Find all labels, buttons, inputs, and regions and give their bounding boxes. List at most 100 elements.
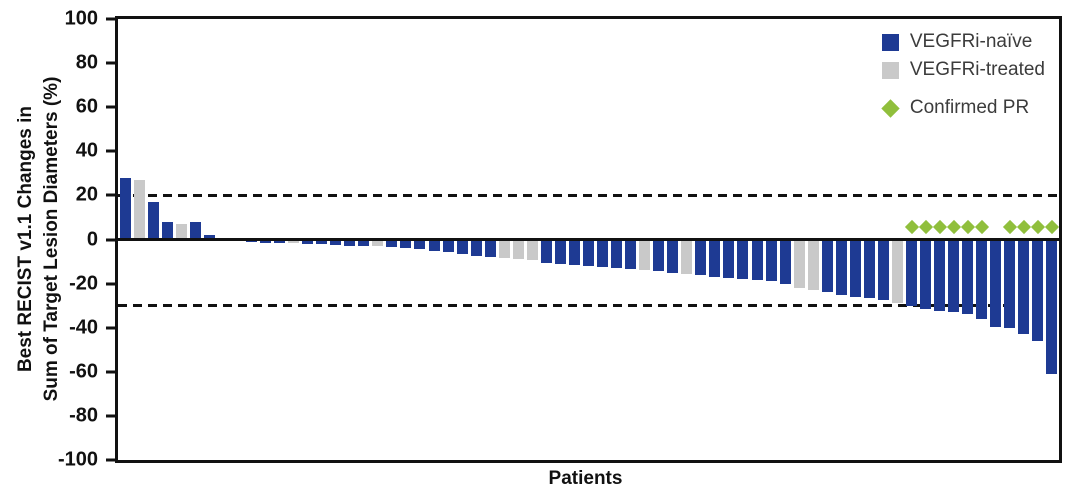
y-tick-mark — [106, 370, 115, 374]
y-tick-mark — [106, 414, 115, 418]
patient-bar-vegfri-naive — [358, 239, 370, 247]
patient-bar-vegfri-naive — [442, 239, 454, 252]
y-tick-mark — [106, 238, 115, 241]
patient-bar-vegfri-naive — [962, 239, 974, 315]
confirmed-pr-icon — [1016, 219, 1031, 234]
legend-label: VEGFRi-naïve — [909, 31, 1033, 52]
patient-bar-vegfri-naive — [723, 239, 735, 279]
patient-bar-vegfri-naive — [330, 239, 342, 245]
zero-baseline — [118, 238, 1059, 241]
y-tick-label: 20 — [75, 183, 98, 206]
patient-bar-vegfri-naive — [428, 239, 440, 251]
patient-bar-vegfri-naive — [203, 235, 215, 240]
confirmed-pr-icon — [1030, 219, 1045, 234]
patient-bar-vegfri-naive — [344, 239, 356, 247]
patient-bar-vegfri-naive — [1032, 239, 1044, 341]
confirmed-pr-icon — [946, 219, 961, 234]
patient-bar-vegfri-naive — [990, 239, 1002, 327]
confirmed-pr-icon — [1044, 219, 1060, 234]
legend-row-treated: VEGFRi-treated — [881, 59, 1045, 81]
y-tick-mark — [106, 17, 115, 21]
patient-bar-vegfri-treated — [891, 239, 903, 304]
patient-bar-vegfri-naive — [849, 239, 861, 297]
patient-bar-vegfri-naive — [751, 239, 763, 281]
y-tick-label: -80 — [69, 404, 98, 427]
y-tick-label: 100 — [64, 7, 98, 30]
patient-bar-vegfri-naive — [667, 239, 679, 273]
patient-bar-vegfri-treated — [681, 239, 693, 274]
confirmed-pr-icon — [904, 219, 919, 234]
patient-bar-vegfri-naive — [877, 239, 889, 301]
y-tick-mark — [106, 149, 115, 153]
y-tick-mark — [106, 282, 115, 286]
patient-bar-vegfri-naive — [709, 239, 721, 277]
reference-line--30 — [118, 304, 1059, 308]
patient-bar-vegfri-naive — [568, 239, 580, 265]
patient-bar-vegfri-naive — [948, 239, 960, 313]
patient-bar-vegfri-naive — [259, 239, 271, 243]
square-swatch-icon — [881, 33, 899, 51]
y-tick-label: 0 — [86, 228, 98, 250]
patient-bar-vegfri-treated — [288, 239, 300, 243]
patient-bar-vegfri-naive — [386, 239, 398, 248]
patient-bar-vegfri-naive — [737, 239, 749, 280]
y-tick-label: -60 — [69, 360, 98, 383]
patient-bar-vegfri-naive — [470, 239, 482, 257]
patient-bar-vegfri-naive — [863, 239, 875, 298]
patient-bar-vegfri-naive — [583, 239, 594, 266]
y-tick-label: 40 — [75, 139, 98, 162]
patient-bar-vegfri-naive — [1004, 239, 1016, 328]
patient-bar-vegfri-naive — [414, 239, 426, 250]
patient-bar-vegfri-naive — [920, 239, 932, 309]
legend-label: Confirmed PR — [909, 97, 1030, 118]
y-tick-label: -100 — [57, 448, 98, 471]
patient-bar-vegfri-treated — [372, 239, 384, 247]
patient-bar-vegfri-treated — [133, 179, 145, 240]
y-tick-label: -40 — [69, 316, 98, 339]
patient-bar-vegfri-naive — [147, 202, 159, 240]
patient-bar-vegfri-treated — [793, 239, 805, 288]
patient-bar-vegfri-naive — [695, 239, 707, 275]
legend-row-pr: Confirmed PR — [881, 97, 1045, 119]
patient-bar-vegfri-naive — [484, 239, 496, 258]
patient-bar-vegfri-naive — [274, 239, 285, 243]
patient-bar-vegfri-naive — [119, 177, 131, 240]
confirmed-pr-icon — [1002, 219, 1017, 234]
patient-bar-vegfri-naive — [554, 239, 566, 264]
legend-row-naive: VEGFRi-naïve — [881, 31, 1045, 53]
patient-bar-vegfri-treated — [498, 239, 510, 259]
reference-line-20 — [118, 193, 1059, 197]
patient-bar-vegfri-treated — [526, 239, 538, 261]
y-tick-label: -20 — [69, 272, 98, 295]
patient-bar-vegfri-naive — [597, 239, 609, 268]
patient-bar-vegfri-naive — [835, 239, 847, 295]
square-swatch-icon — [881, 61, 899, 79]
patient-bar-vegfri-naive — [625, 239, 637, 270]
legend: VEGFRi-naïve VEGFRi-treated Confirmed PR — [881, 31, 1045, 125]
y-tick-mark — [106, 105, 115, 109]
patient-bar-vegfri-naive — [821, 239, 833, 293]
patient-bar-vegfri-naive — [976, 239, 988, 319]
patient-bar-vegfri-naive — [456, 239, 468, 254]
diamond-swatch-icon — [881, 98, 900, 118]
y-tick-mark — [106, 61, 115, 65]
patient-bar-vegfri-naive — [161, 221, 173, 240]
legend-label: VEGFRi-treated — [909, 59, 1045, 80]
patient-bar-vegfri-naive — [934, 239, 946, 312]
patient-bar-vegfri-naive — [1018, 239, 1030, 335]
patient-bar-vegfri-naive — [765, 239, 777, 282]
patient-bar-vegfri-naive — [779, 239, 791, 284]
plot-area: VEGFRi-naïve VEGFRi-treated Confirmed PR — [115, 16, 1062, 463]
y-tick-label: 80 — [75, 51, 98, 74]
patient-bar-vegfri-naive — [189, 221, 201, 240]
patient-bar-vegfri-naive — [1046, 239, 1058, 374]
patient-bar-vegfri-treated — [639, 239, 651, 271]
patient-bar-vegfri-naive — [611, 239, 623, 269]
patient-bar-vegfri-naive — [540, 239, 552, 263]
y-tick-label: 60 — [75, 95, 98, 118]
confirmed-pr-icon — [960, 219, 975, 234]
y-tick-mark — [106, 458, 115, 462]
y-tick-mark — [106, 326, 115, 330]
patient-bar-vegfri-naive — [400, 239, 412, 249]
